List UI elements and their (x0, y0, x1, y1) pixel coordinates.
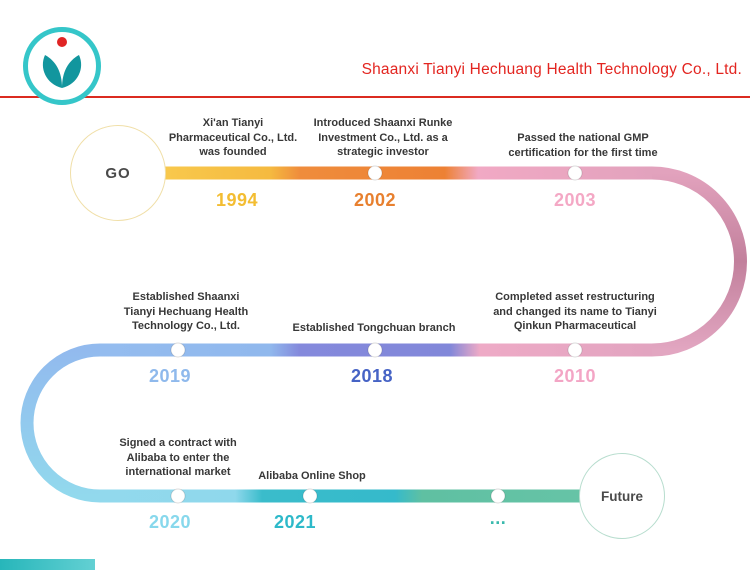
milestone-description-2021: Alibaba Online Shop (258, 470, 366, 482)
timeline-left-curve (20, 343, 101, 503)
footer-accent-bar (0, 559, 95, 570)
year-label-2020: 2020 (148, 512, 192, 532)
milestone-dot-ellipsis (490, 488, 506, 504)
year-label-2003: 2003 (553, 190, 597, 210)
milestone-description-2019: Established Shaanxi Tianyi Hechuang Heal… (123, 291, 249, 333)
milestone-dot-2002 (367, 165, 383, 181)
milestone-description-2020: Signed a contract with Alibaba to enter … (119, 437, 237, 479)
milestone-dot-2020 (170, 488, 186, 504)
milestone-description-1994: Xi'an Tianyi Pharmaceutical Co., Ltd. wa… (168, 117, 298, 159)
milestone-description-2010: Completed asset restructuring and change… (493, 291, 657, 333)
year-label-2002: 2002 (353, 190, 397, 210)
milestone-dot-2018 (367, 342, 383, 358)
year-label-2019: 2019 (148, 366, 192, 386)
company-name: Shaanxi Tianyi Hechuang Health Technolog… (361, 61, 742, 78)
end-label: Future (601, 488, 643, 504)
year-label-2021: 2021 (273, 512, 317, 532)
milestone-description-2018: Established Tongchuan branch (292, 322, 456, 334)
end-circle: Future (579, 453, 665, 539)
year-label-2018: 2018 (350, 366, 394, 386)
milestone-description-2003: Passed the national GMP certification fo… (508, 132, 658, 159)
header-divider (0, 96, 750, 98)
milestone-description-2002: Introduced Shaanxi Runke Investment Co.,… (313, 117, 453, 159)
year-label-1994: 1994 (215, 190, 259, 210)
start-circle: GO (70, 125, 166, 221)
milestone-dot-2003 (567, 165, 583, 181)
company-logo-icon (22, 26, 102, 106)
year-label-ellipsis: ... (489, 508, 507, 528)
milestone-dot-2019 (170, 342, 186, 358)
year-label-2010: 2010 (553, 366, 597, 386)
milestone-dot-2010 (567, 342, 583, 358)
milestone-dot-2021 (302, 488, 318, 504)
timeline-right-curve (651, 166, 747, 357)
start-label: GO (105, 164, 131, 182)
